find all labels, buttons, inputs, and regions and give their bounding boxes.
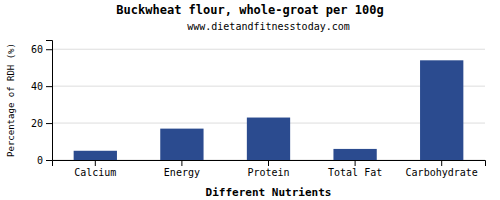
bars <box>74 60 464 160</box>
x-tick-mark <box>441 160 442 166</box>
y-tick: 40 <box>31 81 52 92</box>
y-tick-label: 60 <box>31 44 43 55</box>
x-tick-label: Carbohydrate <box>406 167 478 178</box>
x-axis-label: Different Nutrients <box>206 186 332 199</box>
bar <box>247 118 290 160</box>
y-tick-label: 20 <box>31 118 43 129</box>
bar <box>160 129 203 160</box>
y-tick: 60 <box>31 44 52 55</box>
chart-svg: 0 20 40 60 Calcium Energy Protein Total Fat Carb… <box>0 0 500 200</box>
y-tick-label: 0 <box>37 155 43 166</box>
subtitle: www.dietandfitnesstoday.com <box>187 21 350 32</box>
y-tick: 0 <box>37 155 52 166</box>
x-tick-label: Total Fat <box>328 167 382 178</box>
x-tick-label: Protein <box>247 167 289 178</box>
chart-container: 0 20 40 60 Calcium Energy Protein Total Fat Carb… <box>0 0 500 200</box>
y-tick-mark <box>46 86 52 87</box>
x-tick-label: Energy <box>164 167 200 178</box>
y-tick-label: 40 <box>31 81 43 92</box>
x-tick-label: Calcium <box>74 167 116 178</box>
x-tick: Energy <box>164 160 200 178</box>
x-tick-mark <box>95 160 96 166</box>
x-tick: Calcium <box>74 160 116 178</box>
y-axis-label: Percentage of RDH (%) <box>6 43 16 157</box>
y-tick-mark <box>46 49 52 50</box>
y-tick: 20 <box>31 118 52 129</box>
y-axis: 0 20 40 60 <box>31 41 53 166</box>
y-tick-mark <box>46 160 52 161</box>
title: Buckwheat flour, whole-groat per 100g <box>116 3 383 17</box>
x-tick-mark <box>268 160 269 166</box>
y-tick-mark <box>46 123 52 124</box>
x-tick: Total Fat <box>328 160 382 178</box>
bar <box>333 149 376 160</box>
y-axis-line <box>46 41 53 161</box>
bar <box>420 60 463 160</box>
x-tick-mark <box>181 160 182 166</box>
grid <box>52 49 485 160</box>
x-axis: Calcium Energy Protein Total Fat Carbohydrat… <box>53 160 486 178</box>
x-tick: Carbohydrate <box>406 160 478 178</box>
grid-line <box>52 49 485 50</box>
plot-area: 0 20 40 60 Calcium Energy Protein Total Fat Carb… <box>31 41 486 179</box>
x-tick-mark <box>355 160 356 166</box>
x-tick: Protein <box>247 160 289 178</box>
bar <box>74 151 117 160</box>
x-axis-line <box>53 161 486 167</box>
